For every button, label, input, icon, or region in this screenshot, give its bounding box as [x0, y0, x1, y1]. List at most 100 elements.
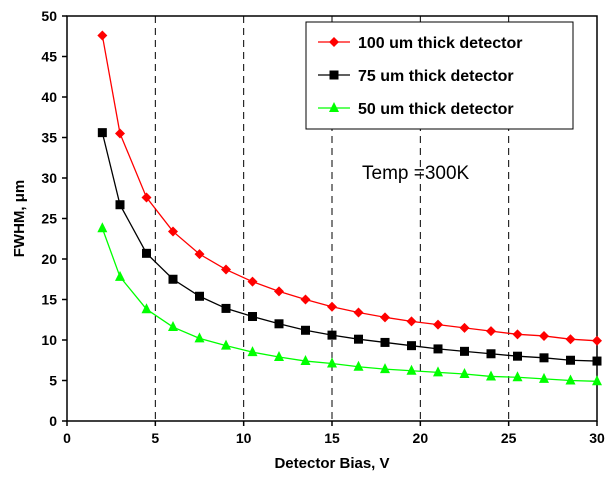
data-point [459, 368, 470, 379]
data-point [195, 291, 204, 301]
data-point [115, 128, 125, 139]
y-tick-label: 35 [41, 130, 57, 146]
x-tick-label: 0 [63, 430, 71, 446]
x-tick-label: 30 [589, 430, 605, 446]
data-point [327, 357, 337, 368]
legend-label: 100 um thick detector [358, 35, 523, 52]
y-tick-label: 0 [49, 413, 57, 429]
data-point [97, 222, 108, 233]
x-tick-label: 25 [501, 430, 517, 446]
data-point [433, 366, 443, 377]
data-point [512, 371, 523, 382]
data-point [168, 274, 178, 284]
data-point [592, 375, 602, 386]
data-point [274, 286, 284, 297]
legend: 100 um thick detector 75 um thick detecto… [305, 21, 574, 130]
data-point [565, 374, 576, 385]
data-point [329, 70, 339, 80]
data-point [141, 303, 152, 314]
series-layer [97, 30, 602, 386]
data-point [566, 355, 575, 365]
x-axis-title: Detector Bias, V [274, 455, 389, 472]
data-point [300, 355, 311, 366]
data-point [247, 346, 258, 357]
data-point [460, 346, 469, 356]
y-tick-label: 20 [41, 251, 57, 267]
legend-label: 75 um thick detector [358, 68, 514, 85]
data-point [194, 249, 205, 260]
data-point [486, 349, 496, 359]
data-point [353, 307, 364, 318]
legend-item: 100 um thick detector [318, 35, 523, 52]
data-point [459, 322, 470, 333]
axis-ticks: 0 5 10 15 20 25 30 0 5 10 15 20 25 30 35 40 45 50 [41, 8, 605, 446]
data-point [168, 226, 178, 237]
data-point [327, 330, 337, 340]
data-point [141, 192, 152, 203]
data-point [168, 321, 178, 332]
data-point [97, 30, 108, 41]
data-point [433, 344, 443, 354]
data-point [406, 364, 417, 375]
data-point [115, 270, 125, 281]
x-tick-label: 15 [324, 430, 340, 446]
data-point [247, 276, 258, 287]
y-axis-title: FWHM, μm [11, 180, 28, 258]
data-point [329, 102, 339, 112]
vertical-gridlines [154, 16, 510, 421]
data-point [407, 341, 416, 351]
data-point [380, 337, 390, 347]
y-tick-label: 10 [41, 332, 57, 348]
data-point [565, 334, 576, 345]
series-3 [97, 222, 602, 386]
y-tick-label: 40 [41, 89, 57, 105]
data-point [539, 330, 549, 341]
data-point [194, 332, 205, 343]
y-tick-label: 50 [41, 8, 57, 24]
data-point [592, 356, 602, 366]
legend-item: 50 um thick detector [318, 101, 514, 118]
x-tick-label: 10 [236, 430, 252, 446]
y-tick-label: 25 [41, 211, 57, 227]
series-2 [97, 128, 602, 366]
data-point [221, 339, 231, 350]
temperature-annotation: Temp =300K [362, 163, 470, 184]
data-point [539, 372, 549, 383]
legend-label: 50 um thick detector [358, 101, 514, 118]
data-point [248, 312, 257, 322]
data-point [380, 363, 390, 374]
data-point [380, 312, 390, 323]
x-tick-label: 20 [413, 430, 429, 446]
data-point [592, 335, 602, 346]
data-point [221, 303, 231, 313]
data-point [512, 329, 523, 340]
series-line [101, 227, 598, 382]
data-point [327, 301, 337, 312]
data-point [486, 326, 496, 337]
series-1 [97, 30, 602, 346]
data-point [539, 353, 549, 363]
y-tick-label: 5 [49, 373, 57, 389]
data-point [221, 264, 231, 275]
x-tick-label: 5 [151, 430, 159, 446]
data-point [274, 351, 284, 362]
data-point [353, 360, 364, 371]
data-point [406, 316, 417, 327]
data-point [142, 248, 151, 258]
y-tick-label: 30 [41, 170, 57, 186]
data-point [486, 370, 496, 381]
data-point [329, 37, 339, 47]
y-tick-label: 45 [41, 49, 57, 65]
data-point [301, 325, 310, 335]
data-point [274, 319, 284, 329]
data-point [300, 294, 311, 305]
data-point [354, 334, 363, 344]
data-point [433, 319, 443, 330]
legend-box [305, 21, 574, 130]
data-point [115, 200, 125, 210]
data-point [97, 128, 107, 138]
data-point [513, 351, 522, 361]
y-tick-label: 15 [41, 292, 57, 308]
legend-item: 75 um thick detector [318, 68, 514, 85]
